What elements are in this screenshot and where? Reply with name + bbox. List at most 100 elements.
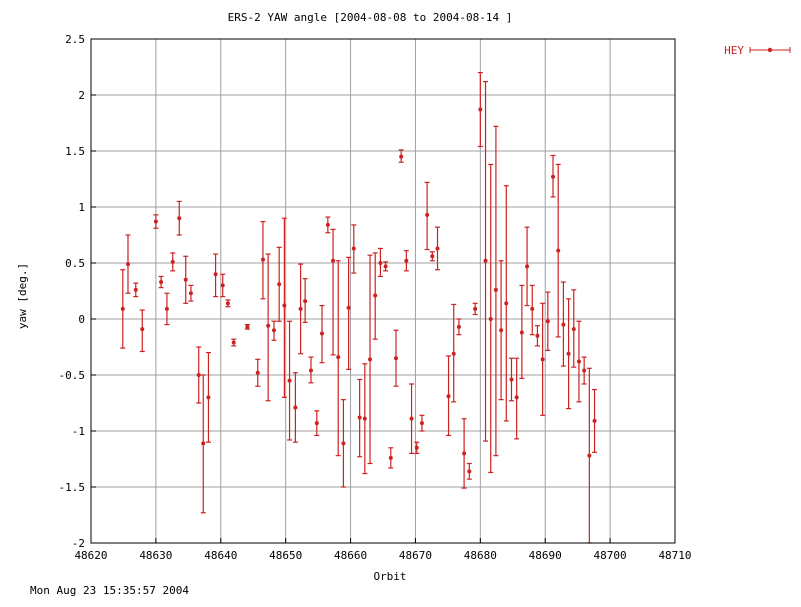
data-point xyxy=(298,263,304,355)
data-point xyxy=(403,250,409,272)
point-marker xyxy=(525,264,530,269)
data-point xyxy=(586,367,592,544)
point-marker xyxy=(298,306,303,311)
point-marker xyxy=(170,259,175,264)
data-point xyxy=(409,383,415,454)
point-marker xyxy=(556,248,561,253)
data-point xyxy=(472,302,478,316)
data-point xyxy=(302,278,308,323)
point-marker xyxy=(566,351,571,356)
point-marker xyxy=(456,324,461,329)
point-marker xyxy=(120,306,125,311)
point-marker xyxy=(483,258,488,263)
data-point xyxy=(383,261,389,272)
data-point xyxy=(325,216,331,234)
legend: HEY xyxy=(724,44,791,57)
data-point xyxy=(196,346,202,404)
data-point xyxy=(451,303,457,403)
point-marker xyxy=(351,246,356,251)
point-marker xyxy=(535,333,540,338)
data-point xyxy=(330,228,336,356)
point-marker xyxy=(362,416,367,421)
data-point xyxy=(435,226,441,271)
data-point xyxy=(540,302,546,416)
data-point xyxy=(314,410,320,437)
point-marker xyxy=(245,324,250,329)
y-tick-label: -0.5 xyxy=(59,369,86,382)
point-marker xyxy=(196,373,201,377)
data-point xyxy=(265,253,271,402)
point-marker xyxy=(177,216,182,221)
data-point xyxy=(393,329,399,387)
data-point xyxy=(576,320,582,403)
data-point xyxy=(508,357,514,402)
data-point xyxy=(446,355,452,437)
data-point xyxy=(357,378,363,458)
point-marker xyxy=(561,322,566,327)
data-point xyxy=(139,309,145,353)
point-marker xyxy=(220,283,225,288)
data-point xyxy=(276,246,282,322)
data-point xyxy=(176,200,182,236)
x-tick-label: 48670 xyxy=(399,549,432,562)
point-marker xyxy=(592,418,597,423)
y-tick-label: 1.5 xyxy=(65,145,85,158)
data-point xyxy=(529,284,535,336)
point-marker xyxy=(336,355,341,360)
data-point xyxy=(200,374,206,514)
point-marker xyxy=(587,453,592,458)
data-point xyxy=(519,284,525,379)
point-marker xyxy=(540,357,545,362)
point-marker xyxy=(514,395,519,400)
point-marker xyxy=(488,317,493,321)
point-marker xyxy=(571,327,576,332)
data-point xyxy=(483,80,489,442)
point-marker xyxy=(325,222,330,227)
point-marker xyxy=(260,257,265,262)
point-marker xyxy=(357,415,362,420)
data-point xyxy=(571,289,577,368)
point-marker xyxy=(509,377,514,382)
data-point xyxy=(225,299,231,308)
data-point xyxy=(319,304,325,364)
data-point xyxy=(213,253,219,298)
y-tick-label: 0.5 xyxy=(65,257,85,270)
point-marker xyxy=(153,219,158,224)
point-marker xyxy=(125,262,130,267)
data-point xyxy=(183,255,189,304)
data-point xyxy=(170,252,176,272)
data-point xyxy=(351,224,357,274)
point-marker xyxy=(467,469,472,474)
data-point xyxy=(367,254,373,465)
point-marker xyxy=(499,328,504,333)
point-marker xyxy=(206,395,211,400)
data-point xyxy=(424,181,430,251)
point-marker xyxy=(399,154,404,159)
timestamp-footer: Mon Aug 23 15:35:57 2004 xyxy=(30,584,189,597)
data-point xyxy=(534,325,540,347)
y-tick-label: -1 xyxy=(72,425,85,438)
point-marker xyxy=(287,378,292,383)
point-marker xyxy=(473,306,478,311)
point-marker xyxy=(308,368,313,373)
point-marker xyxy=(446,394,451,399)
point-marker xyxy=(582,368,587,373)
point-marker xyxy=(378,261,383,265)
point-marker xyxy=(140,327,145,332)
chart-title: ERS-2 YAW angle [2004-08-08 to 2004-08-1… xyxy=(228,11,513,24)
data-point xyxy=(125,234,131,294)
x-tick-label: 48710 xyxy=(658,549,691,562)
y-tick-label: 2.5 xyxy=(65,33,85,46)
data-point xyxy=(592,388,598,453)
data-point xyxy=(414,441,420,454)
point-marker xyxy=(519,330,524,335)
data-point xyxy=(188,284,194,302)
point-marker xyxy=(213,272,218,277)
data-point xyxy=(560,281,566,367)
point-marker xyxy=(293,405,298,410)
data-point xyxy=(260,220,266,300)
point-marker xyxy=(277,282,282,287)
data-point xyxy=(133,282,139,298)
point-marker xyxy=(188,291,193,296)
data-point xyxy=(120,269,126,349)
